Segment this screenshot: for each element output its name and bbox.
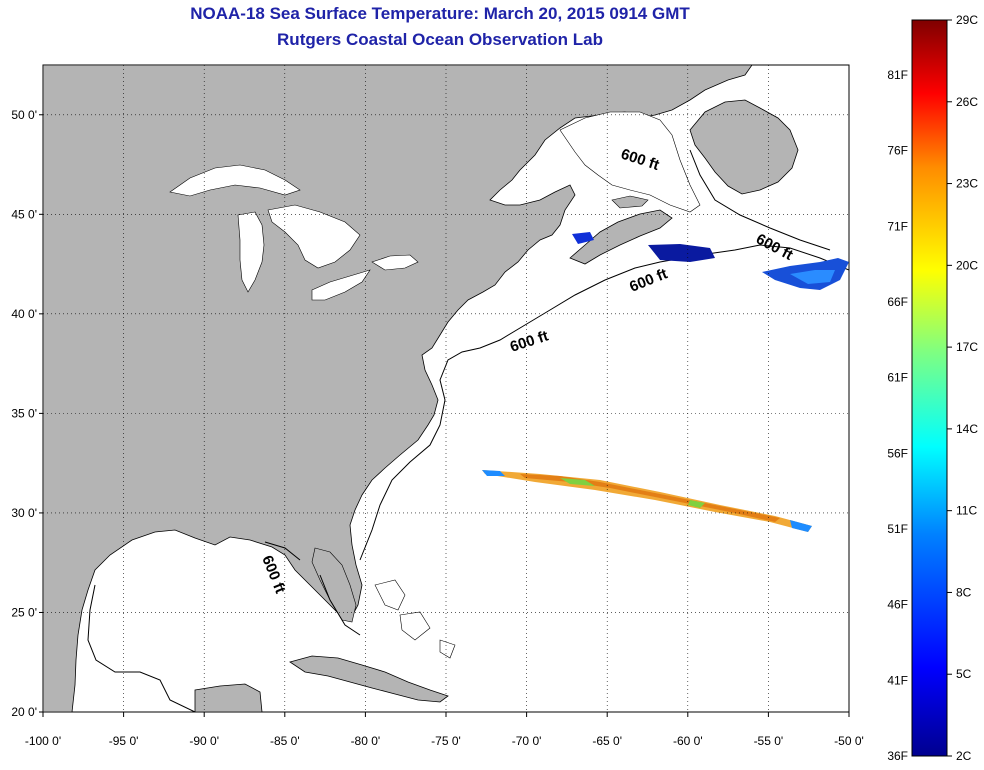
lake-huron (267, 204, 361, 269)
lon-tick-label: -85 0' (270, 734, 300, 748)
lake-michigan (237, 211, 265, 293)
colorbar-fahrenheit-label: 81F (887, 68, 908, 82)
lat-tick-label: 50 0' (11, 108, 37, 122)
colorbar-celsius-label: 11C (956, 504, 977, 518)
gulf-st-lawrence (559, 111, 701, 213)
colorbar-fahrenheit-label: 76F (887, 144, 908, 158)
colorbar-celsius-label: 5C (956, 667, 972, 681)
lon-tick-label: -100 0' (25, 734, 61, 748)
lon-tick-label: -75 0' (431, 734, 461, 748)
map-title: NOAA-18 Sea Surface Temperature: March 2… (190, 4, 690, 23)
colorbar-fahrenheit-label: 66F (887, 295, 908, 309)
cuba (289, 655, 449, 703)
lat-tick-label: 45 0' (11, 207, 37, 221)
lat-tick-label: 40 0' (11, 307, 37, 321)
lon-tick-label: -80 0' (351, 734, 381, 748)
colorbar-fahrenheit-label: 71F (887, 219, 908, 233)
longitude-axis: -100 0' -95 0' -90 0' -85 0' -80 0' -75 0' -70… (25, 712, 864, 748)
lake-ontario (371, 254, 419, 271)
lake-erie (311, 269, 371, 301)
colorbar-celsius-label: 20C (956, 258, 978, 272)
colorbar-labels: 29C 26C 23C 20C 17C 14C 11C 8C 5C 2C 81F 76F 71F 66F 6… (887, 13, 978, 763)
colorbar-fahrenheit-label: 56F (887, 446, 908, 460)
lat-tick-label: 35 0' (11, 406, 37, 420)
colorbar-celsius-label: 23C (956, 177, 978, 191)
colorbar-celsius-label: 2C (956, 749, 972, 763)
map-content: 600 ft 600 ft 600 ft 600 ft 600 ft (43, 65, 849, 712)
colorbar-celsius-label: 14C (956, 422, 978, 436)
latitude-axis: 20 0' 25 0' 30 0' 35 0' 40 0' 45 0' 50 0' (11, 108, 43, 719)
florida-peninsula (311, 547, 357, 623)
colorbar-fahrenheit-label: 46F (887, 598, 908, 612)
colorbar-celsius-label: 26C (956, 95, 978, 109)
colorbar-fahrenheit-label: 41F (887, 673, 908, 687)
newfoundland (689, 99, 799, 195)
lon-tick-label: -60 0' (673, 734, 703, 748)
prince-edward-island (611, 195, 649, 209)
colorbar (911, 19, 948, 757)
lat-tick-label: 30 0' (11, 506, 37, 520)
colorbar-celsius-label: 17C (956, 340, 978, 354)
map-subtitle: Rutgers Coastal Ocean Observation Lab (277, 30, 603, 49)
colorbar-celsius-label: 8C (956, 585, 972, 599)
colorbar-fahrenheit-label: 36F (887, 749, 908, 763)
bahamas (374, 579, 456, 659)
lon-tick-label: -65 0' (592, 734, 622, 748)
colorbar-celsius-label: 29C (956, 13, 978, 27)
land-north-america (43, 65, 753, 712)
sst-swath-north (572, 232, 849, 290)
yucatan (194, 683, 263, 712)
colorbar-fahrenheit-label: 51F (887, 522, 908, 536)
lon-tick-label: -50 0' (834, 734, 864, 748)
lon-tick-label: -90 0' (189, 734, 219, 748)
lat-tick-label: 20 0' (11, 705, 37, 719)
lon-tick-label: -70 0' (512, 734, 542, 748)
lat-tick-label: 25 0' (11, 605, 37, 619)
sst-swath-south (482, 470, 812, 532)
depth-contour-600ft (87, 149, 849, 712)
lon-tick-label: -55 0' (754, 734, 784, 748)
lake-superior (169, 164, 301, 197)
nova-scotia (569, 209, 673, 265)
lon-tick-label: -95 0' (109, 734, 139, 748)
colorbar-fahrenheit-label: 61F (887, 371, 908, 385)
